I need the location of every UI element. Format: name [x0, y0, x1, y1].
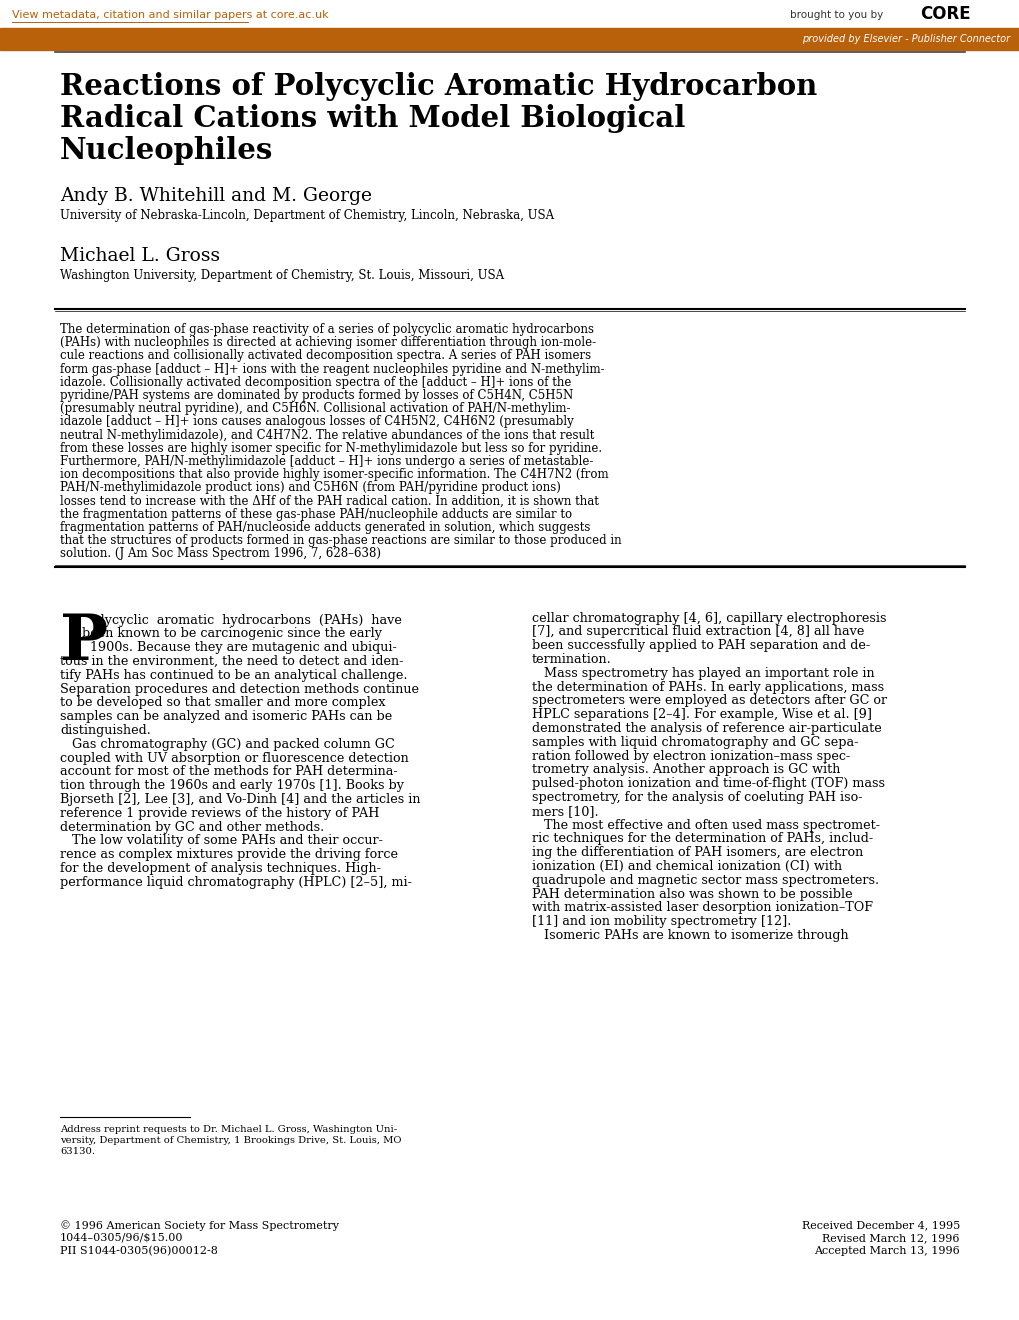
Text: Radical Cations with Model Biological: Radical Cations with Model Biological	[60, 104, 685, 133]
Text: ing the differentiation of PAH isomers, are electron: ing the differentiation of PAH isomers, …	[532, 846, 862, 859]
Text: Furthermore, PAH/N-methylimidazole [adduct – H]+ ions undergo a series of metast: Furthermore, PAH/N-methylimidazole [addu…	[60, 455, 593, 469]
Text: Andy B. Whitehill and M. George: Andy B. Whitehill and M. George	[60, 187, 372, 205]
Text: Separation procedures and detection methods continue: Separation procedures and detection meth…	[60, 682, 419, 696]
Text: spectrometry, for the analysis of coeluting PAH iso-: spectrometry, for the analysis of coelut…	[532, 791, 862, 804]
Text: Michael L. Gross: Michael L. Gross	[60, 247, 220, 265]
Text: samples with liquid chromatography and GC sepa-: samples with liquid chromatography and G…	[532, 735, 858, 748]
Text: Nucleophiles: Nucleophiles	[60, 136, 273, 165]
Text: distinguished.: distinguished.	[60, 723, 151, 737]
Text: Mass spectrometry has played an important role in: Mass spectrometry has played an importan…	[532, 667, 873, 680]
Bar	[0, 0, 1019, 28]
Text: Bjorseth [2], Lee [3], and Vo-Dinh [4] and the articles in: Bjorseth [2], Lee [3], and Vo-Dinh [4] a…	[60, 793, 420, 807]
Text: View metadata, citation and similar papers at core.ac.uk: View metadata, citation and similar pape…	[12, 11, 328, 20]
Text: been successfully applied to PAH separation and de-: been successfully applied to PAH separat…	[532, 639, 869, 652]
Text: termination.: termination.	[532, 653, 611, 667]
Text: ionization (EI) and chemical ionization (CI) with: ionization (EI) and chemical ionization …	[532, 861, 842, 873]
Text: HPLC separations [2–4]. For example, Wise et al. [9]: HPLC separations [2–4]. For example, Wis…	[532, 709, 871, 721]
Text: © 1996 American Society for Mass Spectrometry: © 1996 American Society for Mass Spectro…	[60, 1220, 338, 1230]
Text: tous in the environment, the need to detect and iden-: tous in the environment, the need to det…	[60, 655, 403, 668]
Text: (presumably neutral pyridine), and C5H6N. Collisional activation of PAH/N-methyl: (presumably neutral pyridine), and C5H6N…	[60, 403, 570, 416]
Text: (PAHs) with nucleophiles is directed at achieving isomer differentiation through: (PAHs) with nucleophiles is directed at …	[60, 337, 595, 350]
Text: spectrometers were employed as detectors after GC or: spectrometers were employed as detectors…	[532, 694, 887, 708]
Text: account for most of the methods for PAH determina-: account for most of the methods for PAH …	[60, 766, 397, 779]
Text: from these losses are highly isomer specific for N-methylimidazole but less so f: from these losses are highly isomer spec…	[60, 442, 601, 455]
Text: pyridine/PAH systems are dominated by products formed by losses of C5H4N, C5H5N: pyridine/PAH systems are dominated by pr…	[60, 389, 573, 403]
Text: neutral N-methylimidazole), and C4H7N2. The relative abundances of the ions that: neutral N-methylimidazole), and C4H7N2. …	[60, 429, 594, 442]
Text: PII S1044-0305(96)00012-8: PII S1044-0305(96)00012-8	[60, 1246, 218, 1257]
Text: The low volatility of some PAHs and their occur-: The low volatility of some PAHs and thei…	[60, 834, 382, 847]
Text: pulsed-photon ionization and time-of-flight (TOF) mass: pulsed-photon ionization and time-of-fli…	[532, 777, 884, 791]
Text: idazole [adduct – H]+ ions causes analogous losses of C4H5N2, C4H6N2 (presumably: idazole [adduct – H]+ ions causes analog…	[60, 416, 574, 429]
Text: Revised March 12, 1996: Revised March 12, 1996	[821, 1233, 959, 1243]
Text: form gas-phase [adduct – H]+ ions with the reagent nucleophiles pyridine and N-m: form gas-phase [adduct – H]+ ions with t…	[60, 363, 604, 376]
Text: ric techniques for the determination of PAHs, includ-: ric techniques for the determination of …	[532, 833, 872, 845]
Text: CORE: CORE	[919, 5, 970, 22]
Text: the fragmentation patterns of these gas-phase PAH/nucleophile adducts are simila: the fragmentation patterns of these gas-…	[60, 508, 572, 521]
Text: samples can be analyzed and isomeric PAHs can be: samples can be analyzed and isomeric PAH…	[60, 710, 392, 723]
Text: cule reactions and collisionally activated decomposition spectra. A series of PA: cule reactions and collisionally activat…	[60, 350, 591, 363]
Text: losses tend to increase with the ΔHf of the PAH radical cation. In addition, it : losses tend to increase with the ΔHf of …	[60, 495, 598, 508]
Text: University of Nebraska-Lincoln, Department of Chemistry, Lincoln, Nebraska, USA: University of Nebraska-Lincoln, Departme…	[60, 209, 553, 222]
Text: fragmentation patterns of PAH/nucleoside adducts generated in solution, which su: fragmentation patterns of PAH/nucleoside…	[60, 521, 590, 535]
Text: PAH/N-methylimidazole product ions) and C5H6N (from PAH/pyridine product ions): PAH/N-methylimidazole product ions) and …	[60, 482, 560, 495]
Text: Washington University, Department of Chemistry, St. Louis, Missouri, USA: Washington University, Department of Che…	[60, 269, 503, 282]
Text: that the structures of products formed in gas-phase reactions are similar to tho: that the structures of products formed i…	[60, 535, 621, 548]
Text: brought to you by: brought to you by	[790, 11, 882, 20]
Text: Address reprint requests to Dr. Michael L. Gross, Washington Uni-: Address reprint requests to Dr. Michael …	[60, 1125, 396, 1134]
Text: Received December 4, 1995: Received December 4, 1995	[801, 1220, 959, 1230]
Text: ion decompositions that also provide highly isomer-specific information. The C4H: ion decompositions that also provide hig…	[60, 469, 608, 482]
Text: P: P	[60, 611, 108, 673]
Text: olycyclic  aromatic  hydrocarbons  (PAHs)  have: olycyclic aromatic hydrocarbons (PAHs) h…	[93, 614, 401, 627]
Text: been known to be carcinogenic since the early: been known to be carcinogenic since the …	[82, 627, 382, 640]
Text: The determination of gas-phase reactivity of a series of polycyclic aromatic hyd: The determination of gas-phase reactivit…	[60, 323, 593, 337]
Text: idazole. Collisionally activated decomposition spectra of the [adduct – H]+ ions: idazole. Collisionally activated decompo…	[60, 376, 571, 389]
Text: the determination of PAHs. In early applications, mass: the determination of PAHs. In early appl…	[532, 681, 883, 693]
Text: Isomeric PAHs are known to isomerize through: Isomeric PAHs are known to isomerize thr…	[532, 929, 848, 942]
Text: provided by Elsevier - Publisher Connector: provided by Elsevier - Publisher Connect…	[801, 34, 1009, 44]
Text: with matrix-assisted laser desorption ionization–TOF: with matrix-assisted laser desorption io…	[532, 902, 872, 915]
Text: demonstrated the analysis of reference air-particulate: demonstrated the analysis of reference a…	[532, 722, 880, 735]
Text: [11] and ion mobility spectrometry [12].: [11] and ion mobility spectrometry [12].	[532, 915, 791, 928]
Text: cellar chromatography [4, 6], capillary electrophoresis: cellar chromatography [4, 6], capillary …	[532, 611, 886, 624]
Text: coupled with UV absorption or fluorescence detection: coupled with UV absorption or fluorescen…	[60, 751, 409, 764]
Text: 1900s. Because they are mutagenic and ubiqui-: 1900s. Because they are mutagenic and ub…	[77, 642, 396, 655]
Bar	[0, 28, 1019, 50]
Text: ration followed by electron ionization–mass spec-: ration followed by electron ionization–m…	[532, 750, 850, 763]
Text: quadrupole and magnetic sector mass spectrometers.: quadrupole and magnetic sector mass spec…	[532, 874, 878, 887]
Text: Reactions of Polycyclic Aromatic Hydrocarbon: Reactions of Polycyclic Aromatic Hydroca…	[60, 73, 816, 102]
Text: PAH determination also was shown to be possible: PAH determination also was shown to be p…	[532, 887, 852, 900]
Text: Accepted March 13, 1996: Accepted March 13, 1996	[813, 1246, 959, 1257]
Text: to be developed so that smaller and more complex: to be developed so that smaller and more…	[60, 697, 385, 709]
Text: for the development of analysis techniques. High-: for the development of analysis techniqu…	[60, 862, 380, 875]
Text: Gas chromatography (GC) and packed column GC: Gas chromatography (GC) and packed colum…	[60, 738, 394, 751]
Text: [7], and supercritical fluid extraction [4, 8] all have: [7], and supercritical fluid extraction …	[532, 626, 863, 639]
Text: reference 1 provide reviews of the history of PAH: reference 1 provide reviews of the histo…	[60, 807, 379, 820]
Text: 1044–0305/96/$15.00: 1044–0305/96/$15.00	[60, 1233, 183, 1243]
Text: tion through the 1960s and early 1970s [1]. Books by: tion through the 1960s and early 1970s […	[60, 779, 404, 792]
Text: solution. (J Am Soc Mass Spectrom 1996, 7, 628–638): solution. (J Am Soc Mass Spectrom 1996, …	[60, 548, 381, 561]
Text: tify PAHs has continued to be an analytical challenge.: tify PAHs has continued to be an analyti…	[60, 669, 408, 682]
Text: mers [10].: mers [10].	[532, 805, 598, 818]
Text: rence as complex mixtures provide the driving force: rence as complex mixtures provide the dr…	[60, 849, 397, 861]
Text: performance liquid chromatography (HPLC) [2–5], mi-: performance liquid chromatography (HPLC)…	[60, 875, 412, 888]
Text: trometry analysis. Another approach is GC with: trometry analysis. Another approach is G…	[532, 763, 840, 776]
Text: versity, Department of Chemistry, 1 Brookings Drive, St. Louis, MO: versity, Department of Chemistry, 1 Broo…	[60, 1137, 401, 1144]
Text: determination by GC and other methods.: determination by GC and other methods.	[60, 821, 324, 834]
Text: 63130.: 63130.	[60, 1147, 95, 1156]
Text: The most effective and often used mass spectromet-: The most effective and often used mass s…	[532, 818, 879, 832]
